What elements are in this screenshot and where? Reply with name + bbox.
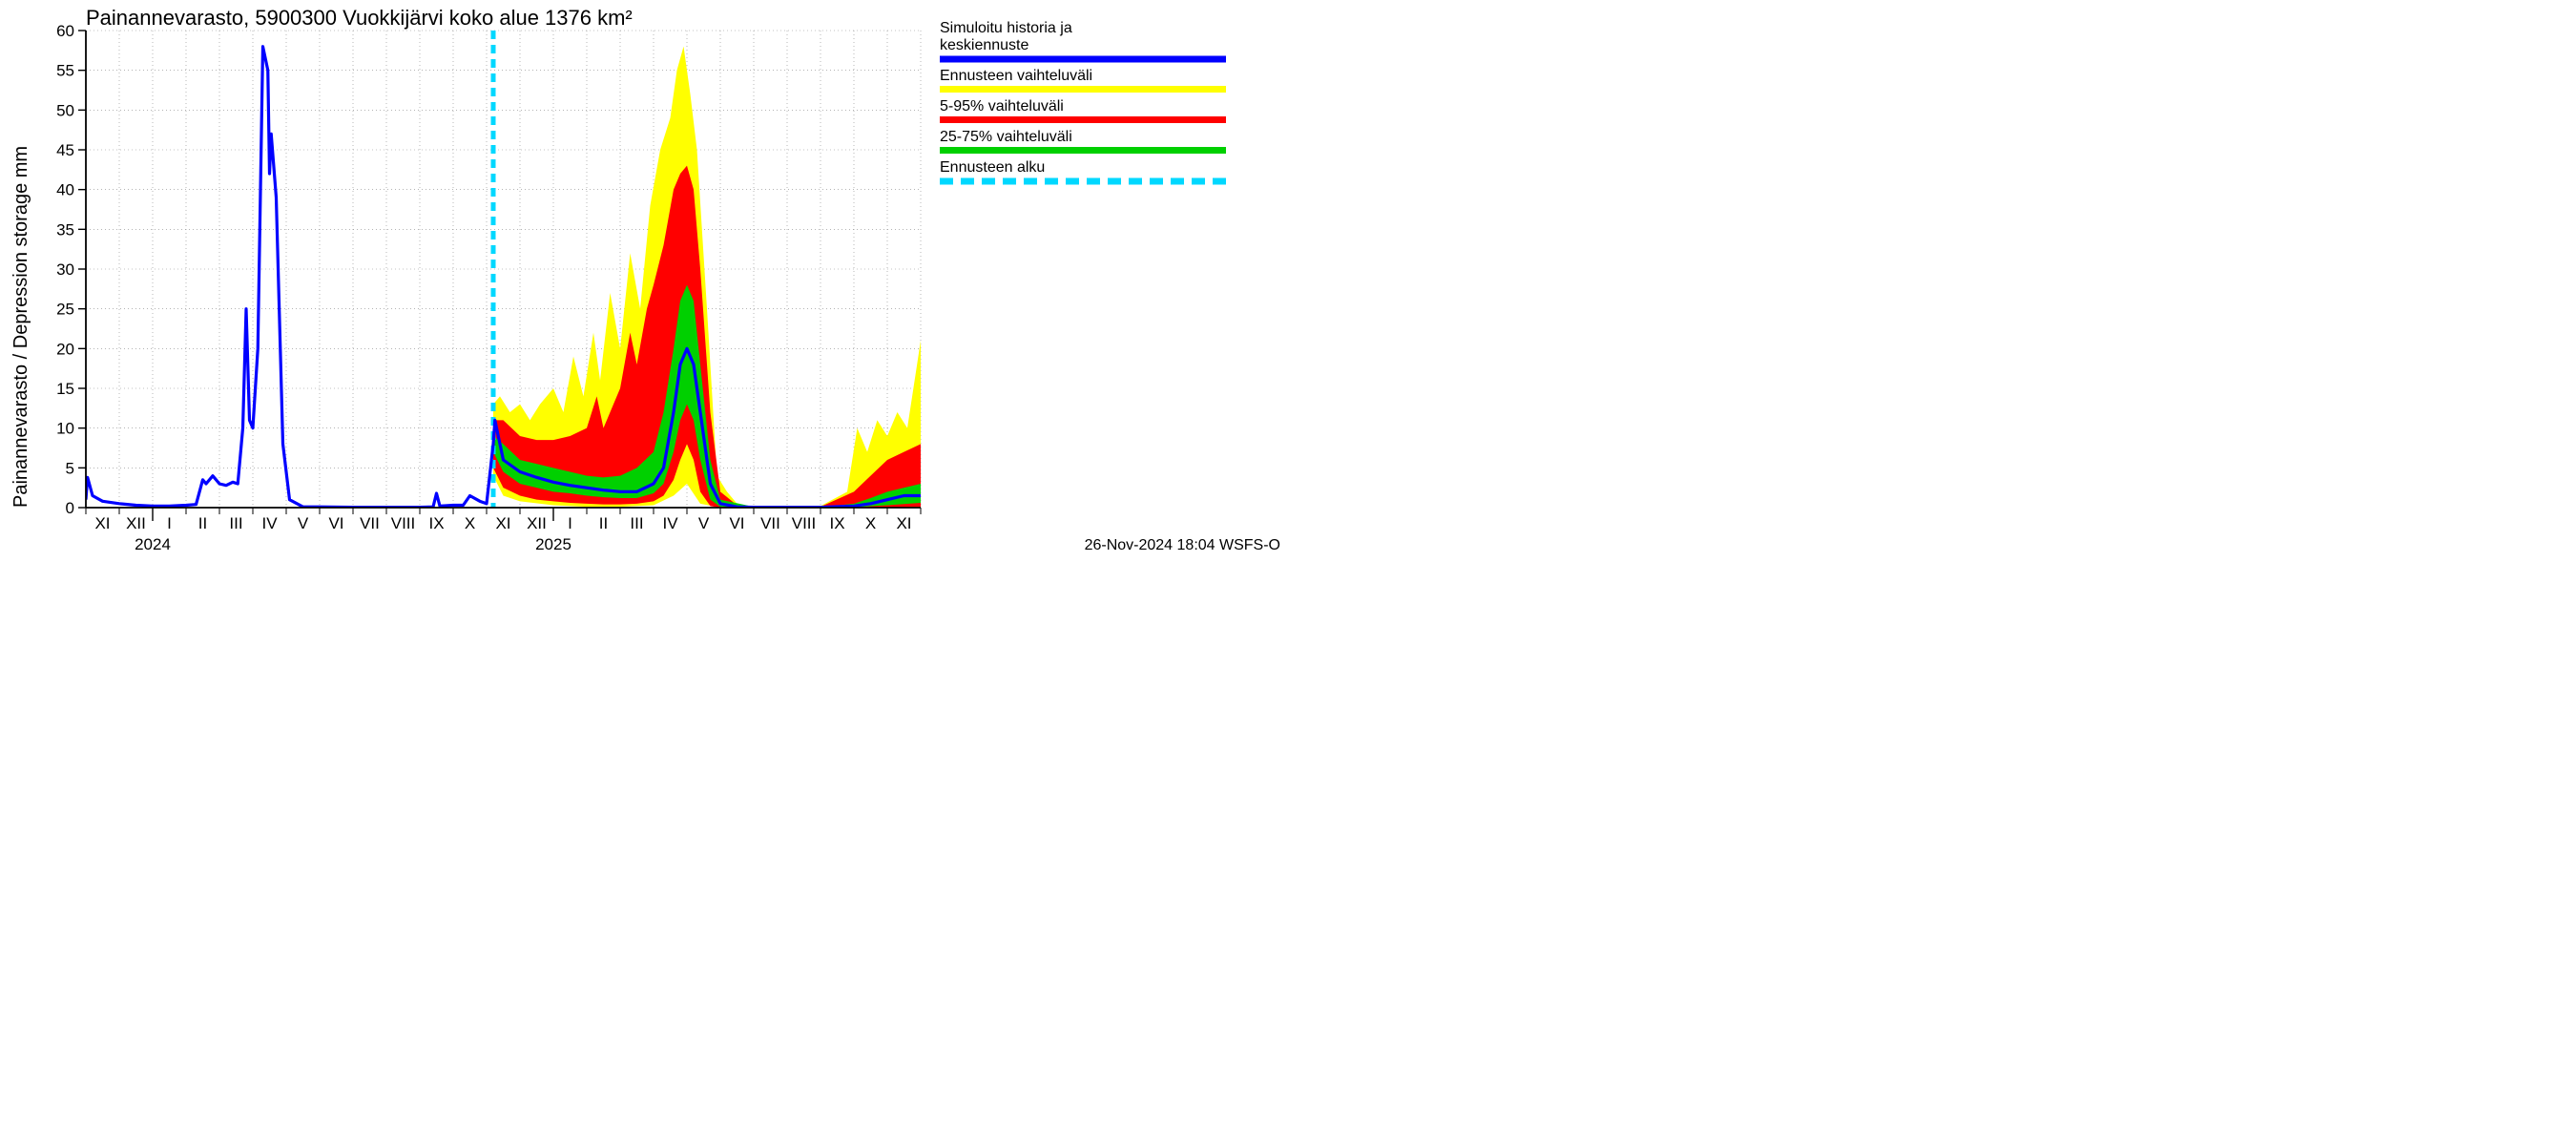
legend-swatch bbox=[940, 147, 1226, 154]
x-tick-label: VII bbox=[760, 514, 780, 532]
x-tick-label: II bbox=[599, 514, 608, 532]
y-tick-label: 60 bbox=[56, 22, 74, 40]
x-tick-label: VI bbox=[729, 514, 744, 532]
x-tick-label: IV bbox=[261, 514, 278, 532]
x-tick-label: I bbox=[167, 514, 172, 532]
y-tick-label: 45 bbox=[56, 141, 74, 159]
x-tick-label: IX bbox=[428, 514, 444, 532]
x-tick-label: XII bbox=[126, 514, 146, 532]
y-tick-label: 55 bbox=[56, 62, 74, 80]
legend-swatch bbox=[940, 86, 1226, 93]
x-tick-label: X bbox=[865, 514, 876, 532]
year-label: 2025 bbox=[535, 535, 571, 553]
x-tick-label: III bbox=[630, 514, 643, 532]
y-tick-label: 0 bbox=[66, 499, 74, 517]
footer-timestamp: 26-Nov-2024 18:04 WSFS-O bbox=[1085, 537, 1280, 553]
x-tick-label: I bbox=[568, 514, 572, 532]
y-axis-label: Painannevarasto / Depression storage mm bbox=[10, 146, 31, 508]
y-tick-label: 50 bbox=[56, 101, 74, 119]
legend-label: Ennusteen alku bbox=[940, 159, 1045, 176]
x-tick-label: VIII bbox=[391, 514, 416, 532]
legend-swatch bbox=[940, 116, 1226, 123]
y-tick-label: 30 bbox=[56, 260, 74, 279]
x-tick-label: XI bbox=[896, 514, 911, 532]
x-tick-label: II bbox=[198, 514, 207, 532]
legend-label: keskiennuste bbox=[940, 37, 1028, 53]
x-tick-label: IV bbox=[662, 514, 678, 532]
x-tick-label: VI bbox=[328, 514, 343, 532]
x-tick-label: V bbox=[298, 514, 309, 532]
x-tick-label: V bbox=[698, 514, 710, 532]
x-tick-label: XI bbox=[94, 514, 110, 532]
y-tick-label: 15 bbox=[56, 380, 74, 398]
y-tick-label: 40 bbox=[56, 181, 74, 199]
legend-label: Ennusteen vaihteluväli bbox=[940, 68, 1092, 84]
x-tick-label: XI bbox=[495, 514, 510, 532]
legend-label: 25-75% vaihteluväli bbox=[940, 129, 1072, 145]
y-tick-label: 25 bbox=[56, 301, 74, 319]
x-tick-label: X bbox=[465, 514, 475, 532]
y-tick-label: 20 bbox=[56, 340, 74, 358]
y-tick-label: 10 bbox=[56, 420, 74, 438]
x-tick-label: III bbox=[229, 514, 242, 532]
x-tick-label: VII bbox=[360, 514, 380, 532]
y-tick-label: 5 bbox=[66, 459, 74, 477]
x-tick-label: VIII bbox=[792, 514, 817, 532]
legend-label: Simuloitu historia ja bbox=[940, 20, 1072, 36]
y-tick-label: 35 bbox=[56, 220, 74, 239]
chart-title: Painannevarasto, 5900300 Vuokkijärvi kok… bbox=[86, 6, 633, 30]
x-tick-label: IX bbox=[829, 514, 844, 532]
year-label: 2024 bbox=[135, 535, 171, 553]
x-tick-label: XII bbox=[527, 514, 547, 532]
legend-label: 5-95% vaihteluväli bbox=[940, 98, 1064, 114]
